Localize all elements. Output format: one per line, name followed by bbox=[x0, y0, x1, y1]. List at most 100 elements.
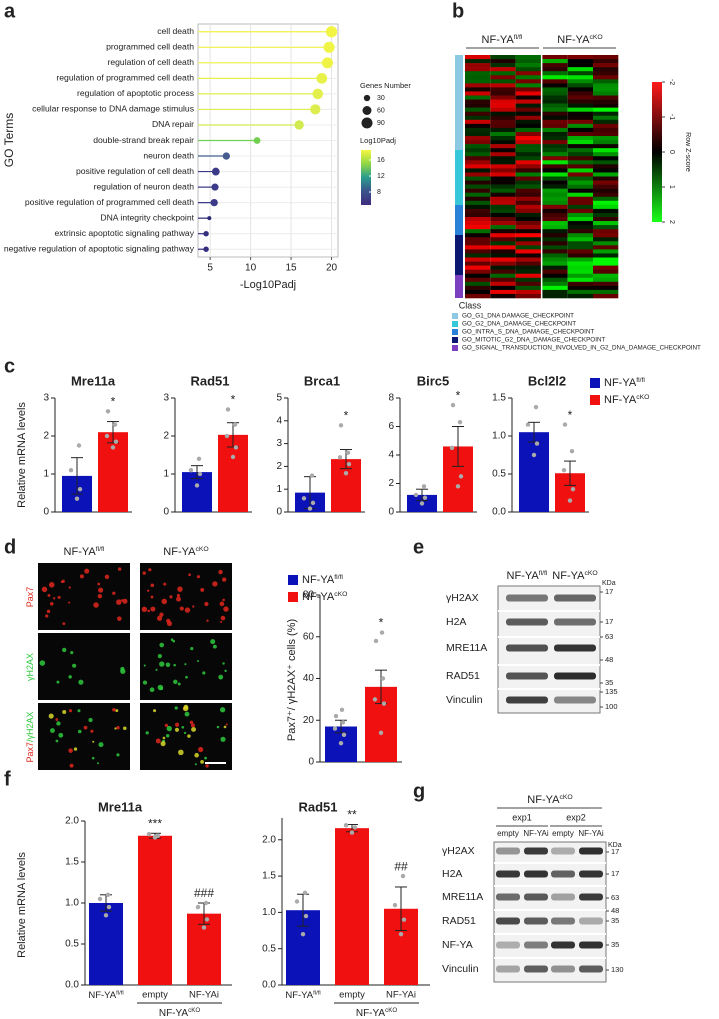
heatmap-cell bbox=[567, 148, 593, 153]
cell-spot bbox=[147, 589, 150, 592]
cell-spot bbox=[223, 725, 227, 729]
blot-band bbox=[579, 941, 603, 949]
heatmap-cell bbox=[567, 119, 593, 125]
data-point bbox=[352, 825, 358, 830]
text-base: NF-YA bbox=[88, 990, 116, 1001]
cell-spot bbox=[77, 709, 81, 713]
heatmap-cell bbox=[465, 233, 491, 238]
heatmap-cell bbox=[542, 257, 568, 262]
data-point bbox=[333, 713, 339, 719]
heatmap-cell bbox=[490, 55, 516, 60]
data-point bbox=[196, 456, 202, 461]
heatmap-cell bbox=[593, 273, 619, 279]
heatmap-cell bbox=[593, 67, 619, 72]
y-tick-label: 3 bbox=[276, 438, 282, 449]
data-point bbox=[106, 904, 112, 910]
text-sup: fl/fl bbox=[636, 377, 645, 384]
significance-label: ### bbox=[194, 886, 214, 900]
heatmap-cell bbox=[567, 253, 593, 258]
data-point bbox=[309, 473, 315, 478]
cell-spot bbox=[62, 709, 67, 714]
significance-label: * bbox=[111, 394, 116, 408]
cell-spot bbox=[46, 609, 51, 614]
heatmap-cell bbox=[542, 127, 568, 133]
heatmap-cell bbox=[490, 148, 516, 153]
data-point bbox=[455, 484, 461, 489]
y-tick-label: DNA integrity checkpoint bbox=[100, 212, 194, 222]
data-point bbox=[373, 638, 379, 644]
cell-spot bbox=[159, 661, 165, 667]
cell-spot bbox=[219, 601, 225, 607]
heatmap-cell bbox=[515, 200, 541, 206]
lollipop-dot bbox=[203, 246, 209, 252]
column-label: NF-YAfl/fl bbox=[64, 546, 105, 558]
heatmap-cell bbox=[567, 87, 593, 92]
heatmap-cell bbox=[465, 152, 491, 157]
cell-spot bbox=[90, 729, 94, 733]
kda-title: KDa bbox=[602, 580, 616, 587]
data-point bbox=[110, 445, 116, 450]
group-label: NF-YAcKO bbox=[356, 1007, 397, 1019]
cell-spot bbox=[155, 738, 161, 744]
cell-spot bbox=[192, 605, 195, 608]
heatmap-cell bbox=[515, 123, 541, 129]
cell-spot bbox=[120, 668, 126, 674]
legend-label: NF-YAcKO bbox=[604, 394, 649, 406]
y-tick-label: positive regulation of programmed cell d… bbox=[25, 197, 194, 207]
significance-label: *** bbox=[148, 816, 162, 830]
legend-size-dot bbox=[362, 106, 372, 115]
heatmap-cell bbox=[515, 188, 541, 193]
data-point bbox=[400, 873, 406, 879]
data-point bbox=[204, 917, 210, 922]
cell-spot bbox=[200, 759, 204, 764]
data-point bbox=[340, 720, 346, 725]
heatmap-cell bbox=[593, 249, 619, 254]
blot-band bbox=[551, 941, 575, 949]
heatmap-cell bbox=[542, 192, 568, 198]
heatmap-cell bbox=[490, 273, 516, 279]
cell-spot bbox=[173, 679, 178, 685]
heatmap-cell bbox=[593, 212, 619, 218]
heatmap-cell bbox=[593, 79, 619, 84]
y-tick-label: 0.0 bbox=[65, 980, 79, 991]
heatmap-cell bbox=[490, 217, 516, 222]
data-point bbox=[567, 498, 573, 503]
cell-spot bbox=[62, 647, 67, 653]
heatmap-cell bbox=[567, 172, 593, 177]
heatmap-cell bbox=[542, 229, 568, 234]
heatmap-cell bbox=[593, 277, 619, 283]
kda-label: 63 bbox=[611, 893, 619, 902]
cell-spot bbox=[55, 739, 59, 743]
cell-spot bbox=[189, 720, 194, 725]
cell-spot bbox=[150, 583, 155, 588]
y-tick-label: 0 bbox=[388, 507, 394, 518]
kda-label: 130 bbox=[611, 965, 624, 974]
heatmap-cell bbox=[515, 269, 541, 274]
heatmap-cell bbox=[490, 204, 516, 210]
heatmap-cell bbox=[542, 75, 568, 80]
heatmap-cell bbox=[465, 200, 491, 206]
blot-band bbox=[524, 941, 548, 949]
heatmap-cell bbox=[593, 71, 619, 76]
cell-spot bbox=[174, 706, 178, 710]
y-tick-label: regulation of programmed cell death bbox=[56, 73, 194, 83]
cell-spot bbox=[104, 574, 110, 580]
kda-label: 35 bbox=[611, 940, 619, 949]
y-tick-label: 5 bbox=[276, 393, 282, 404]
heatmap-cell bbox=[490, 196, 516, 202]
heatmap-cell bbox=[593, 229, 619, 234]
class-swatch bbox=[452, 337, 458, 343]
heatmap-cell bbox=[542, 95, 568, 100]
heatmap-cell bbox=[593, 233, 619, 238]
y-tick-label: double-strand break repair bbox=[93, 135, 194, 145]
data-point bbox=[457, 420, 463, 425]
data-point bbox=[422, 495, 428, 500]
heatmap-cell bbox=[465, 99, 491, 104]
data-point bbox=[294, 899, 300, 904]
heatmap-cell bbox=[593, 131, 619, 137]
blot-band bbox=[554, 618, 596, 626]
cell-spot bbox=[116, 599, 122, 605]
heatmap-cell bbox=[465, 127, 491, 133]
blot-band bbox=[551, 870, 575, 878]
